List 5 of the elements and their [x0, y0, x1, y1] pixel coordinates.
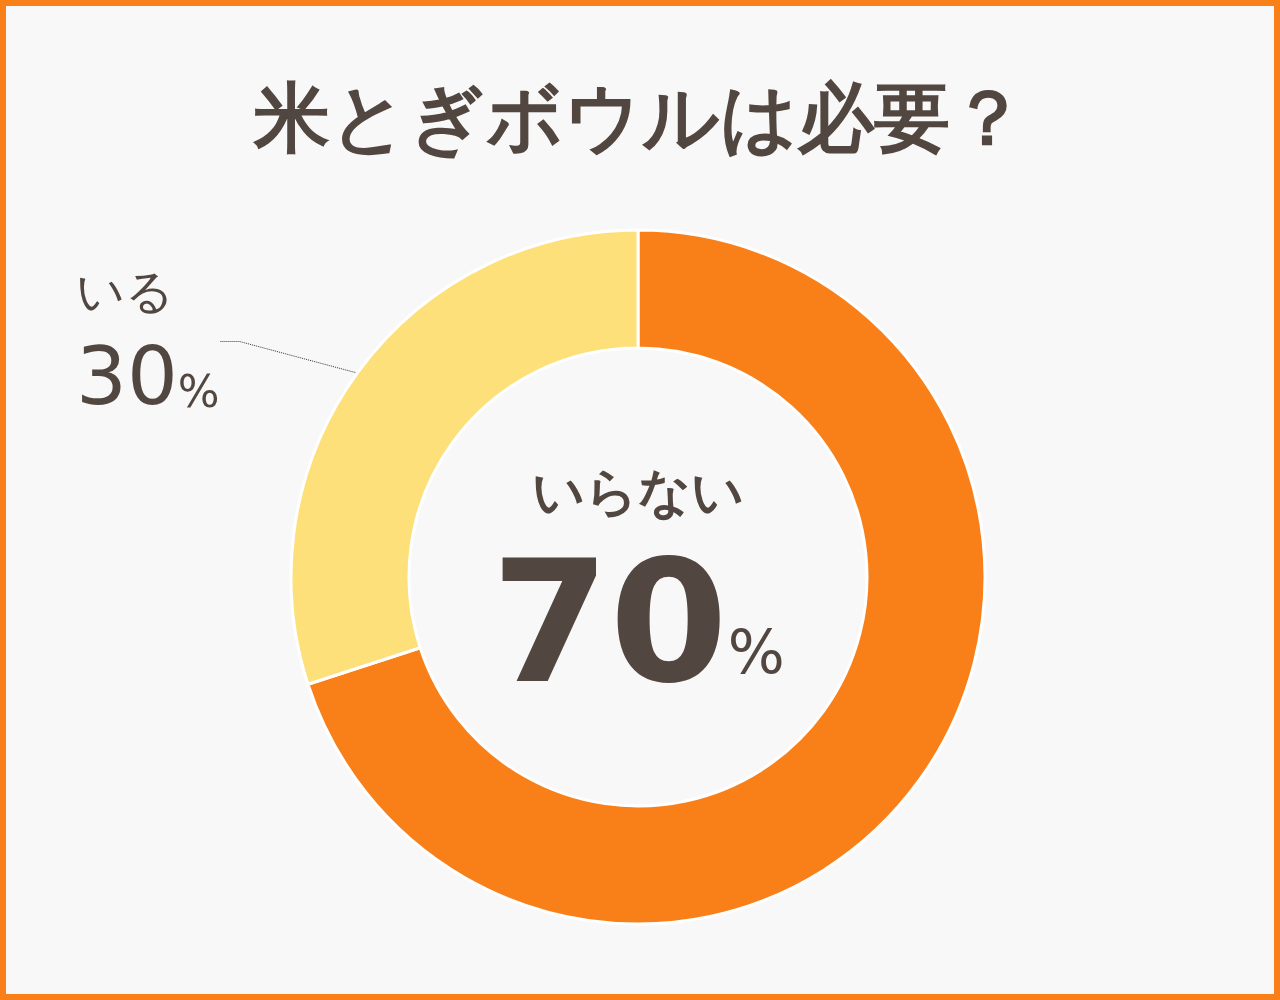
chart-title: 米とぎボウルは必要？	[252, 72, 1026, 162]
slice-label: いらない	[532, 462, 744, 522]
data-label: 30%	[76, 329, 220, 423]
data-label: 70%	[491, 523, 785, 721]
slice-label: いる	[76, 263, 174, 319]
